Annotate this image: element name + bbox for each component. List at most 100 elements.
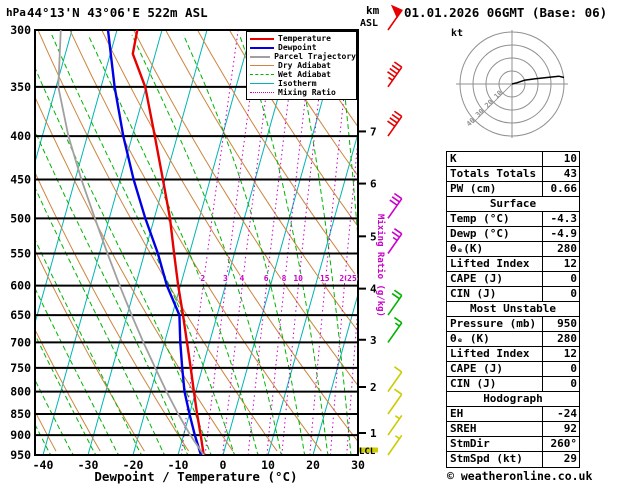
legend-line-sample (250, 55, 271, 58)
table-row: θₑ (K) 280 (447, 332, 579, 347)
legend-box: Temperature Dewpoint Parcel Trajectory Dry … (246, 31, 357, 100)
table-row-label: SREH (447, 422, 543, 436)
wind-barbs-group (387, 4, 403, 456)
hodograph-ring (498, 70, 526, 98)
table-row-label: CAPE (J) (447, 362, 543, 376)
wind-barb (387, 388, 403, 415)
table-row: CAPE (J) 0 (447, 362, 579, 377)
table-row: Pressure (mb) 950 (447, 317, 579, 332)
table-row-label: Pressure (mb) (447, 317, 543, 331)
wind-barb (387, 366, 403, 393)
km-tick-label: 6 (370, 178, 377, 191)
table-row-value: 280 (557, 332, 577, 345)
dry-adiabat-line (35, 171, 190, 452)
legend-item-label: Temperature (278, 34, 331, 43)
km-tick-label: 7 (370, 125, 377, 138)
dry-adiabat-line (101, 30, 358, 443)
km-tick-label: 5 (370, 230, 377, 243)
mixing-ratio-group (180, 30, 358, 455)
table-row: CAPE (J) 0 (447, 272, 579, 287)
dry-adiabat-line (35, 328, 101, 452)
legend-item: Wet Adiabat (250, 70, 356, 79)
wind-barb (387, 192, 403, 219)
isotherm-line (222, 30, 343, 455)
dewpoint-curve (106, 30, 203, 455)
pressure-tick-label: 950 (10, 448, 31, 462)
table-row-label: StmDir (447, 437, 543, 451)
legend-item-label: Wet Adiabat (278, 70, 331, 79)
pressure-tick-label: 400 (10, 129, 31, 143)
mixing-ratio-axis-label: Mixing Ratio (g/kg) (375, 214, 386, 317)
table-row-value: 29 (563, 452, 577, 465)
mixing-ratio-line (222, 30, 275, 455)
wind-barb (387, 110, 403, 137)
legend-item: Mixing Ratio (250, 88, 356, 97)
legend-item: Dry Adiabat (250, 61, 356, 70)
dry-adiabat-line (37, 30, 278, 452)
mixing-ratio-label: 8 (282, 274, 287, 283)
mixing-ratio-label: 10 (293, 274, 303, 283)
isotherm-line (177, 30, 298, 455)
dry-adiabat-line (197, 30, 358, 279)
table-row: CIN (J) 0 (447, 377, 579, 392)
table-row: Lifted Index 12 (447, 347, 579, 362)
wind-barb (387, 61, 403, 88)
mixing-ratio-label: 3 (223, 274, 228, 283)
hodograph-unit-label: kt (451, 28, 463, 39)
table-row-label: EH (447, 407, 543, 421)
table-row-value: 12 (563, 347, 577, 360)
dry-adiabat-line (165, 30, 358, 333)
table-row: Lifted Index 12 (447, 257, 579, 272)
table-row-value: -24 (557, 407, 577, 420)
wind-barb (387, 4, 403, 31)
copyright: © weatheronline.co.uk (447, 469, 592, 483)
table-row: θₑ(K) 280 (447, 242, 579, 257)
table-row-value: 0 (570, 287, 577, 300)
temp-tick-label: 20 (306, 458, 320, 472)
temp-tick-label: 30 (351, 458, 365, 472)
lcl-label: LCL (359, 447, 376, 457)
hodograph-ring-label: 10 (493, 89, 505, 101)
temp-tick-label: -40 (33, 458, 54, 472)
wind-barb (387, 434, 403, 456)
table-row-label: CIN (J) (447, 377, 543, 391)
table-section-header: Most Unstable (447, 302, 579, 317)
pressure-tick-label: 750 (10, 361, 31, 375)
legend-item-label: Dewpoint (278, 43, 317, 52)
table-row-label: θₑ(K) (447, 242, 543, 256)
table-section-header: Surface (447, 197, 579, 212)
hodograph-ring-label: 40 (465, 117, 477, 129)
mixing-ratio-label: 15 (320, 274, 330, 283)
legend-item: Parcel Trajectory (250, 52, 356, 61)
pressure-tick-label: 300 (10, 23, 31, 37)
x-axis-label: Dewpoint / Temperature (°C) (94, 469, 297, 484)
legend-item: Dewpoint (250, 43, 356, 52)
hodograph-diagonal (472, 83, 513, 124)
mixing-ratio-line (180, 30, 239, 455)
isotherm-line (267, 131, 358, 455)
table-row-label: Lifted Index (447, 347, 543, 361)
table-row-value: 280 (557, 242, 577, 255)
wind-barb (387, 414, 403, 436)
hodograph-ring (485, 57, 539, 111)
table-row-value: 43 (563, 167, 577, 180)
section-header-label: Hodograph (483, 392, 543, 405)
km-tick-label: 3 (370, 334, 377, 347)
legend-item-label: Parcel Trajectory (274, 52, 356, 61)
isotherm-line (35, 30, 73, 164)
table-row-label: θₑ (K) (447, 332, 543, 346)
km-tick-label: 2 (370, 381, 377, 394)
profiles-group (57, 30, 205, 455)
table-row: EH -24 (447, 407, 579, 422)
table-row-label: CAPE (J) (447, 272, 543, 286)
table-row-value: 92 (563, 422, 577, 435)
legend-line-sample (250, 74, 274, 75)
temp-tick-label: 10 (261, 458, 275, 472)
table-row-label: Dewp (°C) (447, 227, 543, 241)
km-tick-label: 4 (370, 283, 377, 296)
table-row-value: 10 (563, 152, 577, 165)
table-row-value: -4.9 (550, 227, 578, 240)
dry-adiabat-line (35, 95, 234, 452)
